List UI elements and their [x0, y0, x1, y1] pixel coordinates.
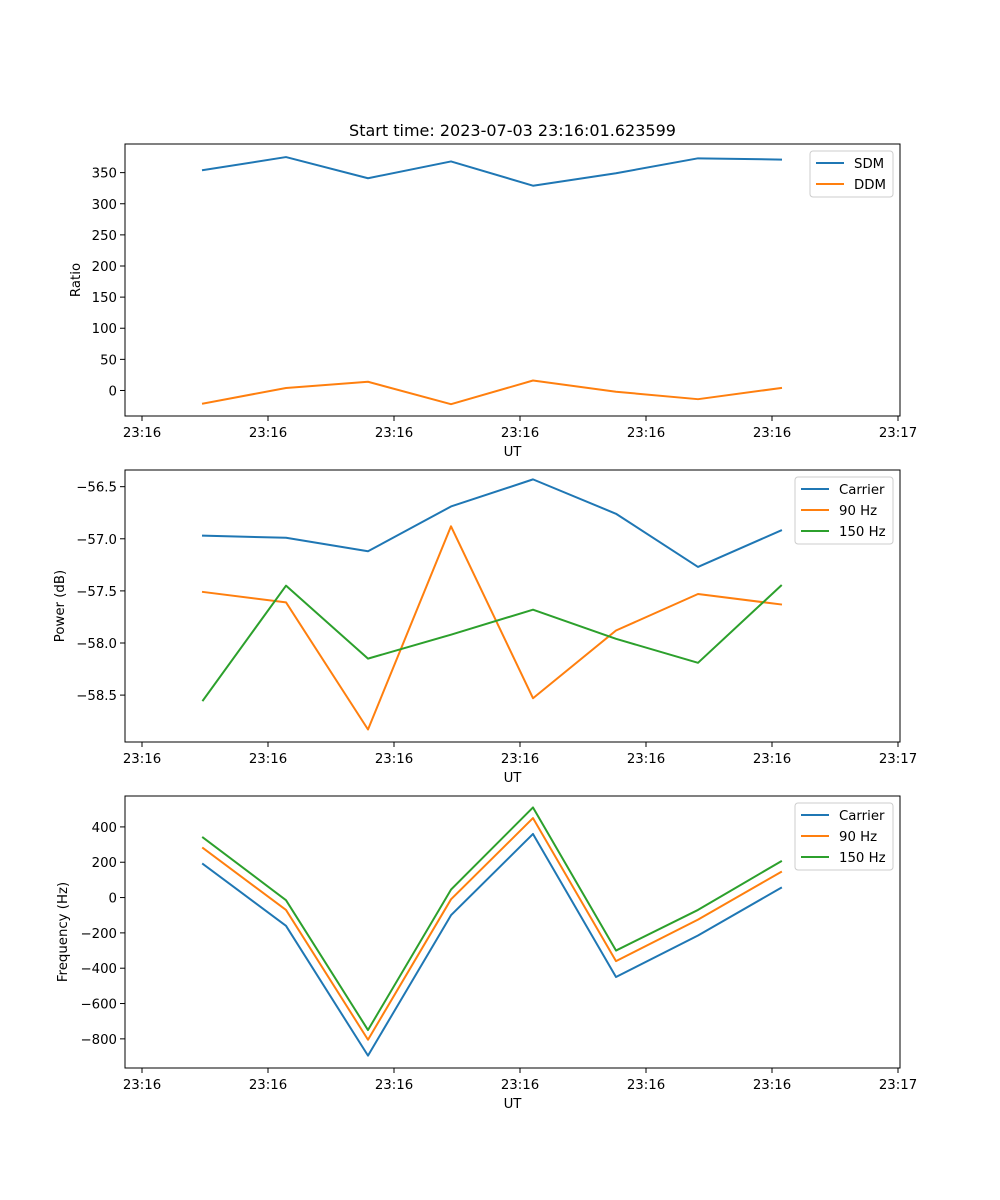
power-y-tick-label: −58.5 — [76, 689, 117, 704]
ratio-panel: Start time: 2023-07-03 23:16:01.623599 2… — [69, 121, 917, 460]
power-legend-box — [794, 476, 894, 545]
frequency-y-tick-label: 400 — [92, 821, 117, 836]
ratio-x-tick-label: 23:16 — [249, 426, 287, 441]
frequency-y-tick-label: −600 — [80, 998, 117, 1013]
frequency-x-axis-label: UT — [504, 1097, 523, 1112]
power-y-tick-label: −58.0 — [76, 637, 117, 652]
frequency-series-90-hz — [201, 817, 783, 1041]
ratio-chart-title: Start time: 2023-07-03 23:16:01.623599 — [349, 121, 676, 140]
frequency-axes-frame — [124, 795, 901, 1069]
frequency-x-tick-label: 23:16 — [375, 1078, 413, 1093]
ratio-legend: SDM DDM — [809, 150, 894, 198]
power-plot-area: 23:16 23:16 23:16 23:16 23:16 23:16 23:17 −58.5… — [76, 469, 917, 767]
frequency-legend-box — [794, 802, 894, 871]
frequency-x-tick-label: 23:16 — [249, 1078, 287, 1093]
frequency-y-axis-label: Frequency (Hz) — [56, 882, 71, 982]
frequency-x-tick-label: 23:16 — [123, 1078, 161, 1093]
ratio-y-tick-label: 350 — [92, 167, 117, 182]
power-y-axis-label: Power (dB) — [53, 570, 68, 642]
legend-label-carrier: Carrier — [839, 809, 885, 824]
ratio-x-tick-label: 23:16 — [375, 426, 413, 441]
ratio-axes-frame — [124, 143, 901, 417]
power-series-150-hz — [201, 584, 783, 702]
ratio-y-tick-label: 300 — [92, 198, 117, 213]
power-x-tick-label: 23:16 — [753, 752, 791, 767]
power-x-tick-label: 23:16 — [375, 752, 413, 767]
ratio-series-sdm — [201, 156, 783, 187]
frequency-y-tick-label: 0 — [109, 892, 117, 907]
power-panel: 23:16 23:16 23:16 23:16 23:16 23:16 23:17 −58.5… — [53, 469, 917, 786]
power-x-tick-label: 23:16 — [249, 752, 287, 767]
power-series-90-hz — [201, 525, 783, 731]
power-x-tick-label: 23:16 — [123, 752, 161, 767]
ratio-y-axis-label: Ratio — [69, 263, 84, 297]
frequency-x-tick-label: 23:16 — [501, 1078, 539, 1093]
frequency-legend: Carrier 90 Hz 150 Hz — [794, 802, 894, 871]
frequency-plot-area: 23:16 23:16 23:16 23:16 23:16 23:16 23:17 −800 −… — [80, 795, 917, 1093]
ratio-x-tick-label: 23:16 — [501, 426, 539, 441]
ratio-x-tick-label: 23:17 — [879, 426, 917, 441]
power-x-tick-label: 23:17 — [879, 752, 917, 767]
legend-label-sdm: SDM — [854, 157, 884, 172]
power-y-tick-label: −57.0 — [76, 533, 117, 548]
frequency-x-tick-label: 23:17 — [879, 1078, 917, 1093]
frequency-y-tick-label: −800 — [80, 1033, 117, 1048]
ratio-y-tick-label: 100 — [92, 322, 117, 337]
power-y-tick-label: −57.5 — [76, 585, 117, 600]
frequency-x-tick-label: 23:16 — [753, 1078, 791, 1093]
ratio-y-tick-label: 200 — [92, 260, 117, 275]
frequency-panel: 23:16 23:16 23:16 23:16 23:16 23:16 23:17 −800 −… — [56, 795, 917, 1112]
ratio-series-ddm — [201, 379, 783, 406]
power-axes-frame — [124, 469, 901, 743]
ratio-plot-area: 23:16 23:16 23:16 23:16 23:16 23:16 23:17 0 50 10… — [92, 143, 917, 441]
frequency-y-tick-label: 200 — [92, 856, 117, 871]
power-x-tick-label: 23:16 — [501, 752, 539, 767]
ratio-y-tick-label: 150 — [92, 291, 117, 306]
legend-label-90hz: 90 Hz — [839, 830, 877, 845]
frequency-y-tick-label: −200 — [80, 927, 117, 942]
power-x-axis-label: UT — [504, 771, 523, 786]
legend-label-150hz: 150 Hz — [839, 851, 886, 866]
legend-label-ddm: DDM — [854, 178, 886, 193]
power-y-tick-label: −56.5 — [76, 481, 117, 496]
power-series-carrier — [201, 478, 783, 568]
legend-label-carrier: Carrier — [839, 483, 885, 498]
ratio-x-axis-label: UT — [504, 445, 523, 460]
ratio-y-tick-label: 0 — [109, 384, 117, 399]
power-legend: Carrier 90 Hz 150 Hz — [794, 476, 894, 545]
power-x-tick-label: 23:16 — [627, 752, 665, 767]
ratio-x-tick-label: 23:16 — [627, 426, 665, 441]
ratio-y-tick-label: 50 — [100, 353, 117, 368]
frequency-series-150-hz — [201, 806, 783, 1032]
frequency-series-carrier — [201, 832, 783, 1057]
frequency-y-tick-label: −400 — [80, 962, 117, 977]
ratio-x-tick-label: 23:16 — [753, 426, 791, 441]
ratio-x-tick-label: 23:16 — [123, 426, 161, 441]
frequency-x-tick-label: 23:16 — [627, 1078, 665, 1093]
ratio-y-tick-label: 250 — [92, 229, 117, 244]
legend-label-90hz: 90 Hz — [839, 504, 877, 519]
legend-label-150hz: 150 Hz — [839, 525, 886, 540]
